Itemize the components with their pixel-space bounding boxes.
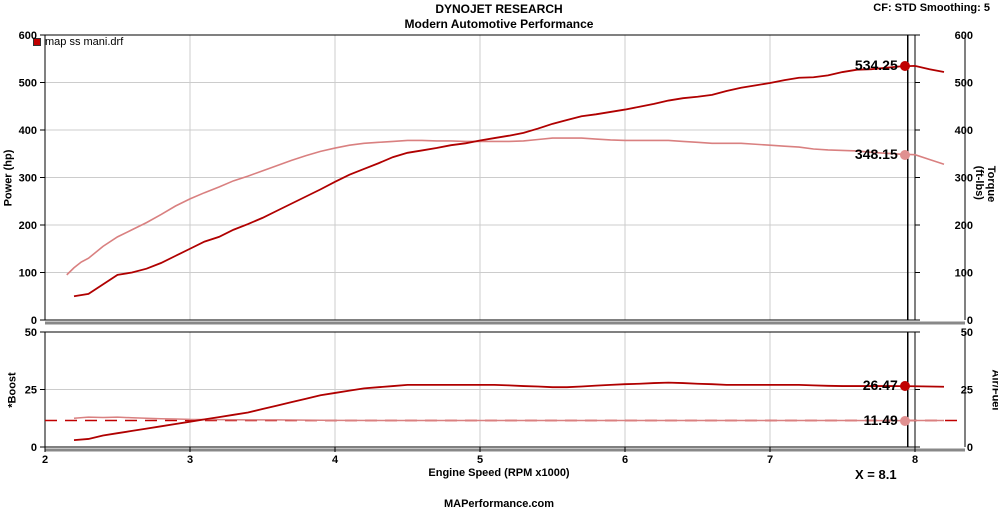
svg-text:6: 6 (622, 454, 628, 466)
svg-text:8: 8 (912, 454, 918, 466)
afr-axis-label: Air/Fuel (989, 369, 998, 410)
svg-text:3: 3 (187, 454, 193, 466)
afr-value: 11.49 (840, 412, 898, 428)
boost-value: 26.47 (840, 377, 898, 393)
boost-marker-dot (900, 381, 910, 391)
x-marker-label: X = 8.1 (855, 467, 897, 482)
svg-text:0: 0 (967, 442, 973, 454)
svg-text:0: 0 (31, 442, 37, 454)
boost-axis-label: *Boost (7, 372, 19, 407)
x-axis-label: Engine Speed (RPM x1000) (0, 467, 998, 479)
torque-marker-dot (900, 150, 910, 160)
afr-marker-dot (900, 416, 910, 426)
svg-text:7: 7 (767, 454, 773, 466)
torque-value: 348.15 (840, 146, 898, 162)
svg-text:50: 50 (25, 327, 37, 339)
svg-text:4: 4 (332, 454, 339, 466)
svg-text:25: 25 (961, 385, 973, 397)
power-axis-label: Power (hp) (2, 149, 14, 206)
svg-text:5: 5 (477, 454, 483, 466)
bottom-chart: 2 3 4 5 6 7 8 0 0 25 25 50 50 (0, 0, 998, 512)
torque-axis-label: Torque (ft-lbs) (973, 165, 997, 201)
svg-text:25: 25 (25, 385, 37, 397)
svg-text:2: 2 (42, 454, 48, 466)
svg-text:50: 50 (961, 327, 973, 339)
power-value: 534.25 (840, 57, 898, 73)
footer-url: MAPerformance.com (0, 498, 998, 510)
